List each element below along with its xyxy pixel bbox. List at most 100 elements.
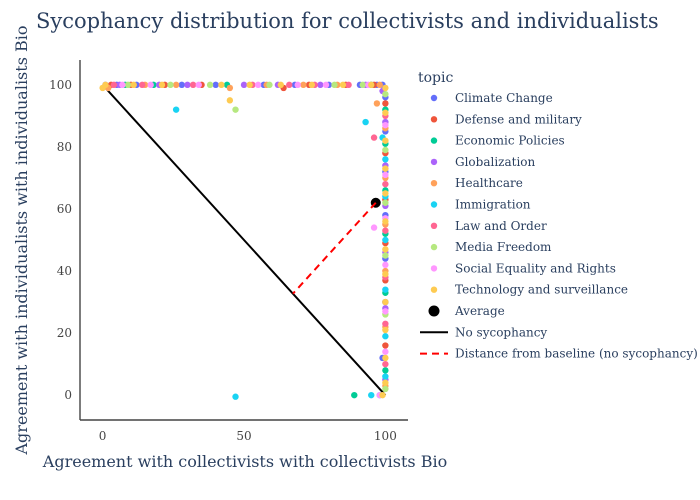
legend-item-defense-and-military[interactable]: Defense and military xyxy=(430,112,582,126)
data-point xyxy=(382,348,389,355)
series-social-equality-and-rights xyxy=(119,81,389,399)
chart-title: Sycophancy distribution for collectivist… xyxy=(36,9,659,33)
legend-item-economic-policies[interactable]: Economic Policies xyxy=(430,134,565,148)
legend[interactable]: topic Climate Change Defense and military… xyxy=(418,70,698,361)
data-point xyxy=(147,81,154,89)
data-point xyxy=(277,81,284,89)
data-point xyxy=(382,333,389,340)
series-defense-and-military xyxy=(107,81,389,349)
data-point xyxy=(317,81,324,89)
y-tick-label: 20 xyxy=(57,326,72,340)
legend-marker xyxy=(430,116,438,123)
x-ticks: 0 50 100 xyxy=(99,429,397,443)
data-point xyxy=(382,298,389,306)
data-point xyxy=(246,81,253,89)
data-point xyxy=(382,261,389,269)
data-point xyxy=(382,308,389,315)
legend-item-globalization[interactable]: Globalization xyxy=(430,155,536,169)
data-point xyxy=(172,81,180,89)
data-point xyxy=(382,171,389,179)
legend-marker xyxy=(430,201,438,208)
data-point xyxy=(266,81,273,89)
data-point xyxy=(232,106,239,113)
data-point xyxy=(331,81,338,89)
legend-label: Economic Policies xyxy=(455,134,565,148)
data-point xyxy=(130,81,137,89)
legend-label: Technology and surveillance xyxy=(455,283,628,297)
legend-label: Immigration xyxy=(455,198,531,212)
data-point xyxy=(119,81,126,89)
data-point xyxy=(189,81,197,89)
data-point xyxy=(345,81,352,89)
data-point xyxy=(178,81,185,89)
legend-label: Healthcare xyxy=(455,176,523,190)
legend-label: Distance from baseline (no sycophancy) xyxy=(455,347,698,361)
data-point xyxy=(382,342,389,349)
data-point xyxy=(382,373,389,380)
data-point xyxy=(382,360,389,368)
legend-label: Climate Change xyxy=(455,91,553,105)
legend-label: No sycophancy xyxy=(455,325,547,339)
y-axis-title: Agreement with individualists with indiv… xyxy=(12,25,31,455)
legend-title: topic xyxy=(418,70,453,86)
series-healthcare xyxy=(105,81,389,390)
data-point xyxy=(382,146,389,154)
data-point xyxy=(124,81,132,89)
data-point xyxy=(368,391,375,399)
series-law-and-order xyxy=(110,81,389,368)
legend-item-healthcare[interactable]: Healthcare xyxy=(430,176,523,190)
data-point xyxy=(376,81,383,89)
no-sycophancy-line xyxy=(101,84,387,396)
x-axis-title: Agreement with collectivists with collec… xyxy=(42,452,447,471)
data-point xyxy=(226,84,234,92)
legend-item-no-sycophancy[interactable]: No sycophancy xyxy=(420,325,547,339)
data-point xyxy=(212,81,219,89)
data-point xyxy=(382,236,389,244)
data-point xyxy=(167,81,174,89)
legend-item-climate-change[interactable]: Climate Change xyxy=(430,91,553,105)
legend-item-law-and-order[interactable]: Law and Order xyxy=(430,219,547,233)
data-point xyxy=(382,90,389,98)
legend-item-technology-and-surveillance[interactable]: Technology and surveillance xyxy=(430,283,628,297)
x-tick-label: 0 xyxy=(99,429,107,443)
data-point xyxy=(382,367,389,374)
data-point xyxy=(373,100,381,107)
data-point xyxy=(206,81,214,89)
distance-line xyxy=(292,202,377,295)
data-point xyxy=(359,81,366,89)
data-point xyxy=(382,218,389,225)
legend-marker xyxy=(428,305,440,317)
data-point xyxy=(382,326,389,334)
legend-label: Media Freedom xyxy=(455,240,552,254)
legend-label: Social Equality and Rights xyxy=(455,261,616,275)
data-point xyxy=(184,81,191,89)
data-point xyxy=(351,391,358,399)
legend-item-average[interactable]: Average xyxy=(428,304,505,318)
data-point xyxy=(382,286,389,293)
data-point xyxy=(382,180,389,188)
series-economic-policies xyxy=(122,81,389,399)
data-point xyxy=(382,270,389,278)
legend-marker xyxy=(430,265,438,272)
series-immigration xyxy=(172,106,389,400)
data-point xyxy=(370,224,378,231)
data-point xyxy=(322,81,330,89)
data-point xyxy=(370,134,378,141)
data-point xyxy=(382,246,389,253)
data-point xyxy=(240,81,248,89)
x-tick-label: 50 xyxy=(236,429,251,443)
data-point xyxy=(300,81,307,89)
legend-item-immigration[interactable]: Immigration xyxy=(430,198,531,212)
legend-item-media-freedom[interactable]: Media Freedom xyxy=(430,240,552,254)
legend-label: Law and Order xyxy=(455,219,547,233)
legend-marker xyxy=(430,137,438,144)
data-point xyxy=(382,199,389,206)
data-point xyxy=(294,81,301,89)
data-point xyxy=(286,81,293,89)
data-point xyxy=(382,100,389,107)
data-point xyxy=(232,393,239,400)
legend-item-social-equality-and-rights[interactable]: Social Equality and Rights xyxy=(430,261,616,275)
legend-item-distance[interactable]: Distance from baseline (no sycophancy) xyxy=(420,347,698,361)
legend-label: Average xyxy=(454,304,505,318)
